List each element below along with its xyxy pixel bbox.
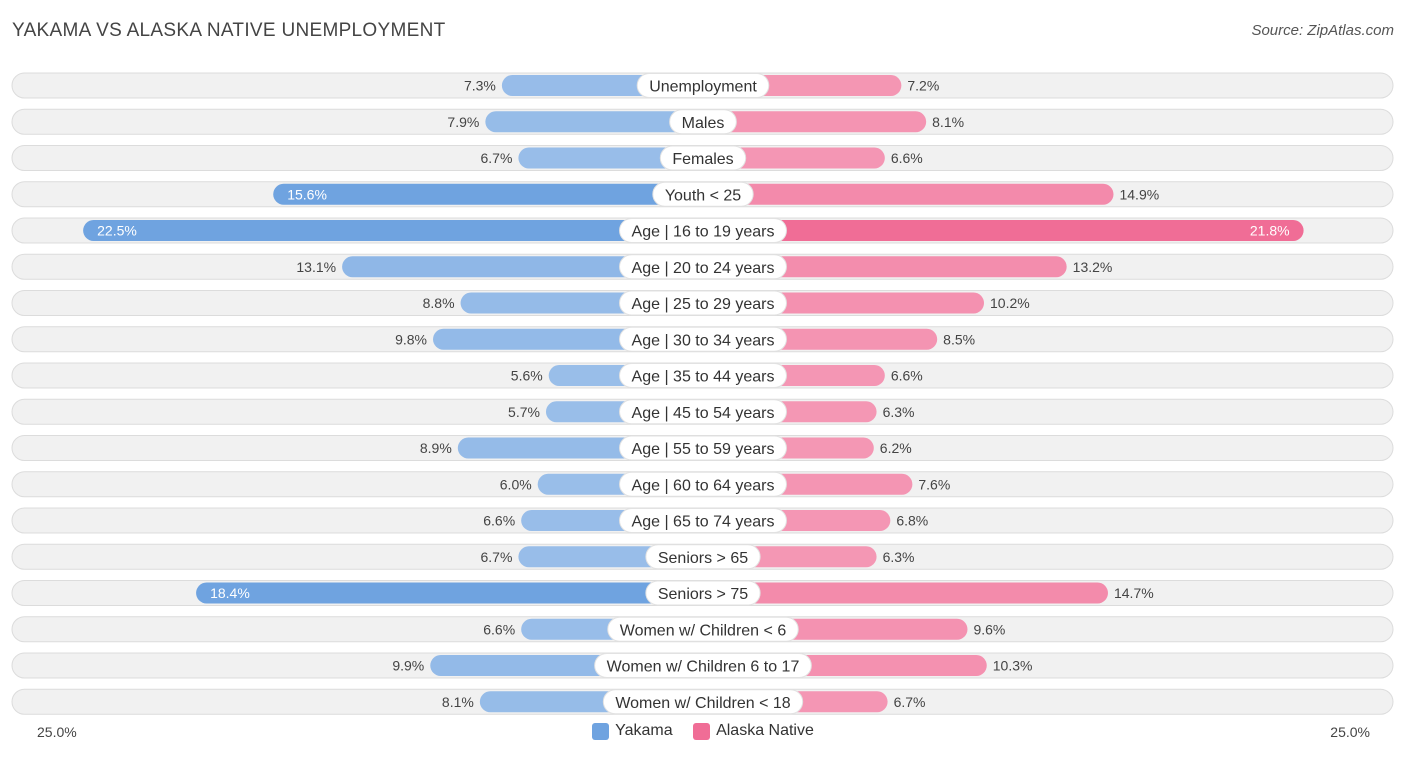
axis-label-right: 25.0% [1330, 724, 1370, 740]
value-yakama-women-w-children-6: 6.6% [483, 621, 515, 637]
value-alaska-native-age-35-to-44-years: 6.6% [891, 368, 923, 384]
legend-swatch-alaska-native [693, 722, 711, 740]
bar-yakama-age-16-to-19-years [83, 220, 703, 241]
bar-yakama-males [485, 111, 703, 133]
legend-label-alaska-native: Alaska Native [716, 722, 814, 739]
category-pill-age-30-to-34-years [619, 326, 787, 352]
bar-alaska-native-seniors-75 [703, 582, 1108, 604]
value-yakama-seniors-75: 18.4% [210, 585, 250, 601]
category-label-age-35-to-44-years: Age | 35 to 44 years [632, 369, 775, 386]
value-yakama-males: 7.9% [447, 114, 479, 130]
value-yakama-age-30-to-34-years: 9.8% [395, 331, 427, 347]
category-pill-age-60-to-64-years [619, 471, 787, 497]
axis-label-left: 25.0% [37, 724, 77, 740]
category-label-youth-25: Youth < 25 [665, 187, 741, 204]
value-yakama-unemployment: 7.3% [464, 78, 496, 94]
value-alaska-native-age-16-to-19-years: 21.8% [1250, 223, 1290, 239]
value-alaska-native-age-55-to-59-years: 6.2% [880, 440, 912, 456]
value-alaska-native-unemployment: 7.2% [907, 78, 939, 94]
value-yakama-age-60-to-64-years: 6.0% [500, 476, 532, 492]
value-alaska-native-age-45-to-54-years: 6.3% [883, 404, 915, 420]
category-pill-age-65-to-74-years [619, 508, 787, 533]
value-yakama-females: 6.7% [480, 150, 512, 166]
category-pill-age-35-to-44-years [619, 363, 787, 388]
value-yakama-women-w-children-6-to-17: 9.9% [392, 658, 424, 674]
bar-alaska-native-males [703, 111, 927, 133]
legend-item-alaska-native[interactable]: Alaska Native [693, 722, 814, 740]
value-yakama-age-55-to-59-years: 8.9% [420, 440, 452, 456]
value-yakama-youth-25: 15.6% [287, 186, 327, 202]
category-pill-women-w-children-6 [607, 616, 799, 642]
value-alaska-native-youth-25: 14.9% [1119, 186, 1159, 202]
value-alaska-native-age-60-to-64-years: 7.6% [918, 476, 950, 492]
value-yakama-age-65-to-74-years: 6.6% [483, 513, 515, 529]
value-yakama-seniors-65: 6.7% [480, 549, 512, 565]
bar-alaska-native-age-16-to-19-years [703, 220, 1304, 241]
bar-alaska-native-youth-25 [703, 183, 1114, 205]
bar-yakama-females [518, 147, 703, 169]
category-pill-women-w-children-6-to-17 [594, 653, 812, 678]
category-pill-males [669, 109, 737, 135]
category-pill-age-16-to-19-years [619, 218, 787, 243]
category-label-seniors-75: Seniors > 75 [658, 586, 748, 603]
category-label-age-30-to-34-years: Age | 30 to 34 years [632, 332, 775, 349]
category-pill-seniors-65 [645, 544, 761, 570]
category-label-women-w-children-6-to-17: Women w/ Children 6 to 17 [607, 659, 800, 676]
category-label-age-20-to-24-years: Age | 20 to 24 years [632, 260, 775, 277]
category-label-age-45-to-54-years: Age | 45 to 54 years [632, 405, 775, 422]
legend: Yakama Alaska Native [0, 722, 1406, 745]
bar-alaska-native-females [703, 147, 885, 169]
value-alaska-native-seniors-65: 6.3% [883, 549, 915, 565]
value-alaska-native-males: 8.1% [932, 114, 964, 130]
bar-yakama-age-20-to-24-years [342, 256, 703, 278]
category-label-age-55-to-59-years: Age | 55 to 59 years [632, 441, 775, 458]
category-pill-youth-25 [652, 181, 754, 207]
category-pill-females [659, 145, 747, 171]
value-yakama-age-35-to-44-years: 5.6% [511, 368, 543, 384]
value-alaska-native-seniors-75: 14.7% [1114, 585, 1154, 601]
bar-alaska-native-age-20-to-24-years [703, 256, 1067, 278]
legend-label-yakama: Yakama [615, 722, 673, 739]
value-alaska-native-age-25-to-29-years: 10.2% [990, 295, 1030, 311]
category-pill-unemployment [636, 73, 770, 98]
value-alaska-native-women-w-children-6-to-17: 10.3% [993, 658, 1033, 674]
chart-title: YAKAMA VS ALASKA NATIVE UNEMPLOYMENT [12, 20, 446, 41]
category-pill-age-20-to-24-years [619, 254, 787, 280]
legend-swatch-yakama [592, 722, 610, 740]
value-yakama-age-20-to-24-years: 13.1% [296, 259, 336, 275]
category-label-age-65-to-74-years: Age | 65 to 74 years [632, 514, 775, 531]
value-yakama-women-w-children-18: 8.1% [442, 694, 474, 710]
bar-yakama-youth-25 [273, 183, 703, 205]
category-label-women-w-children-6: Women w/ Children < 6 [620, 622, 787, 639]
value-yakama-age-25-to-29-years: 8.8% [423, 295, 455, 311]
category-pill-seniors-75 [645, 580, 761, 606]
value-alaska-native-women-w-children-18: 6.7% [894, 694, 926, 710]
category-label-females: Females [672, 151, 733, 168]
value-yakama-age-45-to-54-years: 5.7% [508, 404, 540, 420]
value-alaska-native-age-65-to-74-years: 6.8% [896, 513, 928, 529]
source-credit: Source: ZipAtlas.com [1251, 22, 1394, 39]
category-pill-age-55-to-59-years [619, 435, 787, 461]
value-yakama-age-16-to-19-years: 22.5% [97, 223, 137, 239]
category-label-women-w-children-18: Women w/ Children < 18 [615, 695, 790, 712]
category-pill-age-25-to-29-years [619, 290, 787, 316]
category-label-males: Males [682, 115, 725, 132]
legend-item-yakama[interactable]: Yakama [592, 722, 673, 740]
category-label-seniors-65: Seniors > 65 [658, 550, 748, 567]
category-pill-age-45-to-54-years [619, 399, 787, 425]
category-label-age-25-to-29-years: Age | 25 to 29 years [632, 296, 775, 313]
value-alaska-native-age-20-to-24-years: 13.2% [1073, 259, 1113, 275]
value-alaska-native-females: 6.6% [891, 150, 923, 166]
category-label-age-16-to-19-years: Age | 16 to 19 years [632, 224, 775, 241]
category-pill-women-w-children-18 [602, 689, 804, 715]
value-alaska-native-age-30-to-34-years: 8.5% [943, 331, 975, 347]
value-alaska-native-women-w-children-6: 9.6% [973, 621, 1005, 637]
category-label-unemployment: Unemployment [649, 79, 757, 96]
bar-yakama-seniors-75 [196, 582, 703, 604]
category-label-age-60-to-64-years: Age | 60 to 64 years [632, 477, 775, 494]
